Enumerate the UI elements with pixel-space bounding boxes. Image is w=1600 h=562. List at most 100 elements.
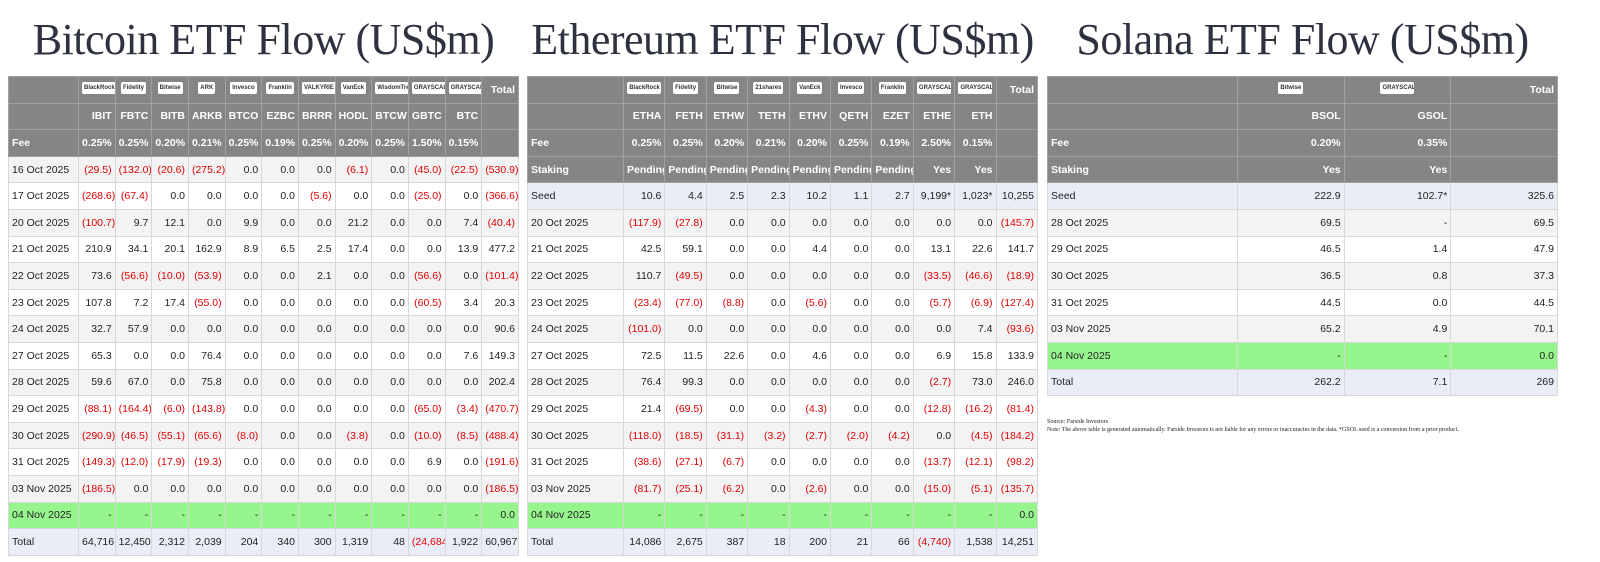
table-cell: (20.6): [151, 155, 189, 184]
table-cell: 0.0: [371, 474, 409, 503]
table-cell: [995, 129, 1039, 157]
table-cell: [995, 102, 1039, 131]
table-cell: 22 Oct 2025: [527, 262, 624, 290]
table-cell: Seed: [1047, 182, 1238, 210]
table-cell: [8, 76, 79, 104]
table-cell: (77.0): [664, 288, 707, 317]
fund-logo: BlackRock: [82, 82, 115, 95]
table-cell: (45.0): [407, 155, 446, 184]
table-cell: 2.5: [705, 182, 749, 210]
fund-logo: Fidelity: [120, 82, 146, 95]
table-cell: 7.4: [954, 315, 997, 343]
table-cell: 03 Nov 2025: [8, 474, 79, 503]
table-cell: 0.0: [705, 395, 749, 423]
table-cell: 2,039: [187, 528, 226, 556]
table-cell: 0.0: [444, 315, 483, 343]
table-cell: 22 Oct 2025: [8, 262, 79, 290]
table-cell: (268.6): [78, 182, 116, 210]
table-cell: 32.7: [78, 315, 116, 343]
table-cell: Franklin: [871, 76, 914, 104]
fund-logo: Franklin: [266, 82, 294, 95]
table-row: Total 262.2 7.1 269: [1047, 368, 1558, 397]
table-cell: 222.9: [1237, 182, 1345, 210]
table-cell: 1,538: [954, 528, 997, 556]
table-row: Staking Yes Yes: [1047, 155, 1558, 184]
table-cell: 7.6: [444, 341, 483, 370]
table-cell: 7.1: [1343, 368, 1452, 397]
table-cell: 20 Oct 2025: [8, 208, 79, 237]
table-cell: -: [114, 501, 153, 530]
flow-table: BlackRock Fidelity Bitwise 21shares VanEck In…: [527, 76, 1039, 556]
table-cell: GRAYSCALE: [954, 76, 997, 104]
flow-table: BitwiseGRAYSCALETotalBSOLGSOLFee0.20%0.3…: [1047, 76, 1558, 397]
table-row: 30 Oct 2025 (290.9) (46.5) (55.1) (65.6) (8.0…: [8, 421, 519, 450]
table-cell: Total: [527, 528, 624, 556]
table-cell: (2.7): [788, 421, 831, 450]
table-cell: (4.3): [788, 395, 831, 423]
table-cell: (81.4): [995, 395, 1039, 423]
table-cell: 22.6: [705, 341, 749, 370]
table-cell: 0.0: [261, 155, 299, 184]
table-cell: 0.0: [747, 288, 790, 317]
table-cell: (46.6): [954, 262, 997, 290]
table-cell: 9,199*: [912, 182, 956, 210]
table-cell: 6.9: [912, 341, 956, 370]
table-cell: 31 Oct 2025: [8, 448, 79, 476]
table-cell: 0.0: [224, 155, 263, 184]
table-cell: 0.0: [297, 448, 336, 476]
table-cell: (60.5): [407, 288, 446, 317]
table-cell: [481, 102, 519, 131]
table-cell: 0.0: [334, 262, 373, 290]
table-cell: (186.5): [78, 474, 116, 503]
table-row: 29 Oct 2025 46.5 1.4 47.9: [1047, 235, 1558, 264]
table-cell: Total: [1047, 368, 1238, 397]
table-cell: 1,922: [444, 528, 483, 556]
table-cell: Total: [8, 528, 79, 556]
table-cell: -: [871, 501, 914, 530]
table-cell: [1450, 102, 1558, 131]
table-cell: (164.4): [114, 395, 153, 423]
table-cell: 04 Nov 2025: [1047, 341, 1238, 370]
table-cell: Pending: [871, 155, 914, 184]
table-cell: (186.5): [481, 474, 519, 503]
table-cell: (5.6): [297, 182, 336, 210]
fund-logo: Bitwise: [157, 82, 183, 95]
table-cell: (4.2): [871, 421, 914, 450]
table-cell: 0.0: [187, 208, 226, 237]
table-cell: 0.0: [829, 262, 873, 290]
table-cell: -: [1237, 341, 1345, 370]
table-cell: 0.25%: [297, 129, 336, 157]
table-cell: 0.0: [224, 288, 263, 317]
table-cell: -: [747, 501, 790, 530]
table-cell: (27.8): [664, 208, 707, 237]
table-cell: 340: [261, 528, 299, 556]
table-cell: 23 Oct 2025: [527, 288, 624, 317]
table-cell: 0.0: [995, 501, 1039, 530]
table-cell: (6.0): [151, 395, 189, 423]
note-line: Note: The above table is generated autom…: [1047, 427, 1459, 434]
table-cell: 0.0: [664, 315, 707, 343]
table-cell: 13.1: [912, 235, 956, 264]
table-cell: 30 Oct 2025: [8, 421, 79, 450]
table-cell: 0.0: [334, 182, 373, 210]
table-cell: 46.5: [1237, 235, 1345, 264]
table-cell: 31 Oct 2025: [1047, 288, 1238, 317]
table-cell: 0.0: [829, 395, 873, 423]
table-row: 27 Oct 2025 72.5 11.5 22.6 0.0 4.6 0.0 0.0 6.9 15…: [527, 341, 1039, 370]
table-cell: 4.6: [788, 341, 831, 370]
table-cell: 24 Oct 2025: [527, 315, 624, 343]
table-cell: 0.0: [297, 368, 336, 397]
table-cell: (23.4): [622, 288, 666, 317]
table-cell: [995, 155, 1039, 184]
table-cell: (2.0): [829, 421, 873, 450]
table-cell: 28 Oct 2025: [1047, 208, 1238, 237]
table-cell: 0.0: [261, 341, 299, 370]
table-cell: 30 Oct 2025: [527, 421, 624, 450]
table-cell: -: [371, 501, 409, 530]
table-row: BlackRock Fidelity Bitwise 21shares VanEck In…: [527, 76, 1039, 104]
table-cell: 0.0: [261, 368, 299, 397]
table-cell: 44.5: [1237, 288, 1345, 317]
table-cell: 4.4: [664, 182, 707, 210]
table-cell: BlackRock: [622, 76, 666, 104]
table-cell: 0.0: [261, 421, 299, 450]
